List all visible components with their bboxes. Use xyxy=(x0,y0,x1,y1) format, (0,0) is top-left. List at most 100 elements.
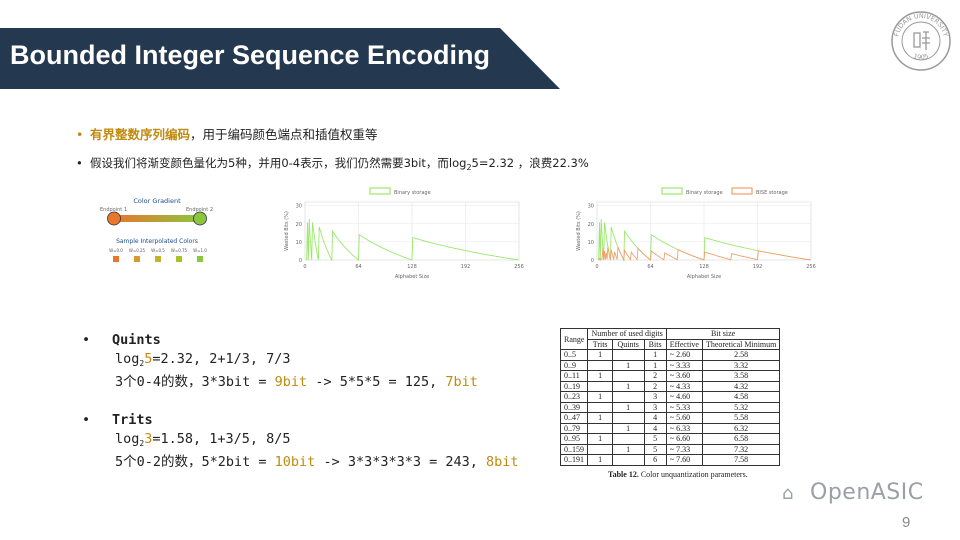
table-cell: ~ 7.60 xyxy=(665,454,703,466)
weight-label: W=0.5 xyxy=(151,248,165,253)
table-cell: ~ 4.60 xyxy=(665,391,703,403)
table-cell xyxy=(611,391,645,403)
quints-heading-line: • Quints xyxy=(82,332,161,348)
sample-swatch xyxy=(134,256,140,262)
samples-title: Sample Interpolated Colors xyxy=(116,238,198,245)
table-cell: 0..9 xyxy=(559,359,589,371)
bullet-1-text: ，用于编码颜色端点和插值权重等 xyxy=(190,127,378,142)
table-cell xyxy=(587,422,613,434)
table-row: 0..11 1 2 ~ 3.60 3.58 xyxy=(559,370,781,382)
bullet-1: • 有界整数序列编码，用于编码颜色端点和插值权重等 xyxy=(76,124,378,143)
chart-binary-vs-bise: Binary storage BISE storage 0 10 20 30 0 64 128 1… xyxy=(576,187,816,280)
table-row: 0..19 1 2 ~ 4.33 4.32 xyxy=(559,380,781,392)
quints-ratio: =2.32, 2+1/3, 7/3 xyxy=(152,351,291,367)
bullet-2: • 假设我们将渐变颜色量化为5种，并用0-4表示，我们仍然需要3bit，而log2… xyxy=(76,155,589,172)
bullet-1-highlight: 有界整数序列编码 xyxy=(90,127,191,142)
y-tick-label: 30 xyxy=(588,204,594,210)
x-tick-label: 128 xyxy=(699,264,709,270)
header-bits: Bits xyxy=(643,338,667,350)
sample-swatch xyxy=(197,256,203,262)
table-cell xyxy=(611,454,645,466)
header-used-digits: Number of used digits xyxy=(587,328,667,340)
table-cell xyxy=(611,349,645,361)
table-cell: 1 xyxy=(643,349,667,361)
title-banner xyxy=(0,28,560,89)
trits-heading-line: • Trits xyxy=(82,412,153,428)
sample-swatch xyxy=(176,256,182,262)
trits-line-2: 5个0-2的数，5*2bit = 10bit -> 3*3*3*3*3 = 24… xyxy=(115,450,519,470)
endpoint-1-label: Endpoint 1 xyxy=(100,207,127,213)
table-row: 0..9 1 1 ~ 3.33 3.32 xyxy=(559,359,781,371)
y-axis-label: Wasted Bits (%) xyxy=(284,211,290,251)
table-cell: ~ 3.33 xyxy=(665,359,703,371)
quints-heading: Quints xyxy=(112,332,161,348)
wechat-icon: ⌂ xyxy=(782,483,794,504)
bullet-2-text-b: 5=2.32 ，浪费22.3% xyxy=(471,156,589,170)
trits-ratio: =1.58, 1+3/5, 8/5 xyxy=(152,431,291,447)
bullet-2-text-a: 假设我们将渐变颜色量化为5种，并用0-4表示，我们仍然需要3bit，而log xyxy=(90,156,467,170)
table-cell: 1 xyxy=(587,370,613,382)
weight-label: W=0.75 xyxy=(171,248,188,253)
bullet-2-sub: 2 xyxy=(466,163,472,172)
x-tick-label: 256 xyxy=(514,264,524,270)
table-row: 0..79 1 4 ~ 6.33 6.32 xyxy=(559,422,781,434)
table-cell: ~ 5.33 xyxy=(665,401,703,413)
bullet-dot: • xyxy=(82,412,91,428)
weight-label: W=1.0 xyxy=(193,248,207,253)
header-trits: Trits xyxy=(587,338,613,350)
watermark: ⌂ OpenASIC xyxy=(782,480,924,505)
table-cell: 1 xyxy=(611,380,645,392)
bullet-dot: • xyxy=(82,332,91,348)
quints-calc-b: -> 5*5*5 = 125, xyxy=(307,374,446,390)
x-tick-label: 0 xyxy=(303,264,306,270)
weight-label: W=0.0 xyxy=(109,248,123,253)
x-tick-label: 192 xyxy=(461,264,471,270)
table-row: 0..191 1 6 ~ 7.60 7.58 xyxy=(559,454,781,466)
quints-log-base: 2 xyxy=(139,359,145,368)
y-tick-label: 20 xyxy=(296,222,302,228)
table-cell: 0..19 xyxy=(559,380,589,392)
legend-label: Binary storage xyxy=(686,190,723,196)
trits-line-1: log23=1.58, 1+3/5, 8/5 xyxy=(115,431,291,448)
sample-swatch xyxy=(113,256,119,262)
table-cell: 5.32 xyxy=(701,401,781,413)
table-cell: 1 xyxy=(587,391,613,403)
table-cell: 4.58 xyxy=(701,391,781,403)
gradient-bar xyxy=(114,215,200,222)
table-cell xyxy=(587,359,613,371)
trits-log-base: 2 xyxy=(139,439,145,448)
weight-labels: W=0.0 W=0.25 W=0.5 W=0.75 W=1.0 xyxy=(109,248,207,253)
trits-heading: Trits xyxy=(112,412,153,428)
trits-calc-b: -> 3*3*3*3*3 = 243, xyxy=(315,454,486,470)
table-cell: 1 xyxy=(611,443,645,455)
bullet-dot: • xyxy=(76,156,83,170)
x-tick-label: 256 xyxy=(806,264,816,270)
table-cell: ~ 2.60 xyxy=(665,349,703,361)
table-cell: ~ 7.33 xyxy=(665,443,703,455)
quints-bits-before: 9bit xyxy=(274,374,308,390)
table-body: 0..5 1 1 ~ 2.60 2.58 0..9 1 1 ~ 3.33 3.32 0..11 1 2 ~… xyxy=(559,349,781,466)
table-cell: 4 xyxy=(643,422,667,434)
table-cell: 7.32 xyxy=(701,443,781,455)
y-tick-label: 10 xyxy=(296,240,302,246)
table-cell: 0..191 xyxy=(559,454,589,466)
table-cell: 1 xyxy=(643,359,667,371)
table-cell: 5 xyxy=(643,433,667,445)
y-axis-label: Wasted Bits (%) xyxy=(576,211,582,251)
table-cell: 6.58 xyxy=(701,433,781,445)
table-cell: 1 xyxy=(587,454,613,466)
table-cell: 0..159 xyxy=(559,443,589,455)
quints-calc-a: 3个0-4的数，3*3bit = xyxy=(115,374,275,390)
table-row: 0..23 1 3 ~ 4.60 4.58 xyxy=(559,391,781,403)
table-cell: 4 xyxy=(643,412,667,424)
x-axis-label: Alphabet Size xyxy=(395,274,429,280)
table-cell: 5 xyxy=(643,443,667,455)
table-cell xyxy=(587,443,613,455)
table-cell xyxy=(611,370,645,382)
y-tick-label: 20 xyxy=(588,222,594,228)
header-effective: Effective xyxy=(665,338,703,350)
quints-bits-after: 7bit xyxy=(445,374,478,390)
table-cell: ~ 6.33 xyxy=(665,422,703,434)
table-cell: 3.58 xyxy=(701,370,781,382)
legend-label: Binary storage xyxy=(394,190,431,196)
